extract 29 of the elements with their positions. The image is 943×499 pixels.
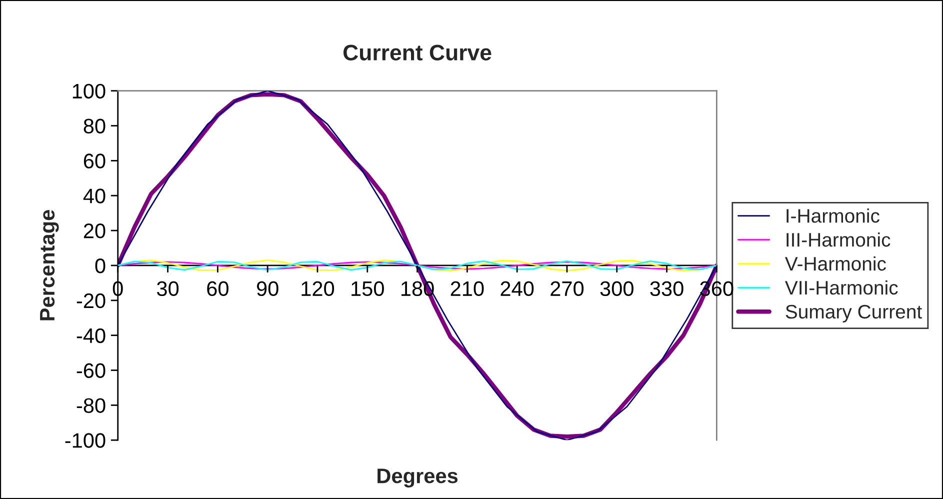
y-axis-title: Percentage	[40, 210, 59, 320]
chart-title: Current Curve	[343, 44, 492, 60]
y-tick-label: -100	[65, 433, 106, 448]
legend-label: III-Harmonic	[786, 232, 890, 247]
legend-label: VII-Harmonic	[784, 280, 898, 295]
x-tick-label: 300	[600, 281, 634, 296]
x-tick-label: 30	[156, 281, 179, 296]
x-tick-label: 150	[352, 281, 384, 296]
x-tick-label: 60	[207, 281, 228, 296]
x-tick-label: 240	[500, 281, 534, 296]
y-tick-label: -20	[76, 293, 106, 308]
y-tick-label: 40	[83, 188, 106, 204]
x-tick-label: 330	[650, 281, 684, 296]
x-tick-label: 120	[302, 281, 334, 296]
y-tick-label: 60	[84, 154, 106, 168]
legend-label: V-Harmonic	[784, 256, 886, 271]
x-tick-label: 210	[450, 281, 484, 296]
x-axis-title: Degrees	[378, 468, 458, 488]
y-tick-label: 20	[84, 224, 106, 238]
y-tick-label: 100	[72, 84, 106, 99]
y-tick-label: 0	[95, 258, 106, 274]
y-tick-label: -40	[76, 328, 106, 344]
legend-label: Sumary Current	[786, 304, 922, 322]
y-tick-label: -60	[76, 363, 106, 378]
x-tick-label: 270	[550, 281, 584, 296]
y-tick-label: 80	[84, 118, 106, 134]
x-tick-label: 90	[256, 281, 278, 296]
legend-label: I-Harmonic	[786, 208, 880, 223]
y-tick-label: -80	[76, 398, 106, 413]
